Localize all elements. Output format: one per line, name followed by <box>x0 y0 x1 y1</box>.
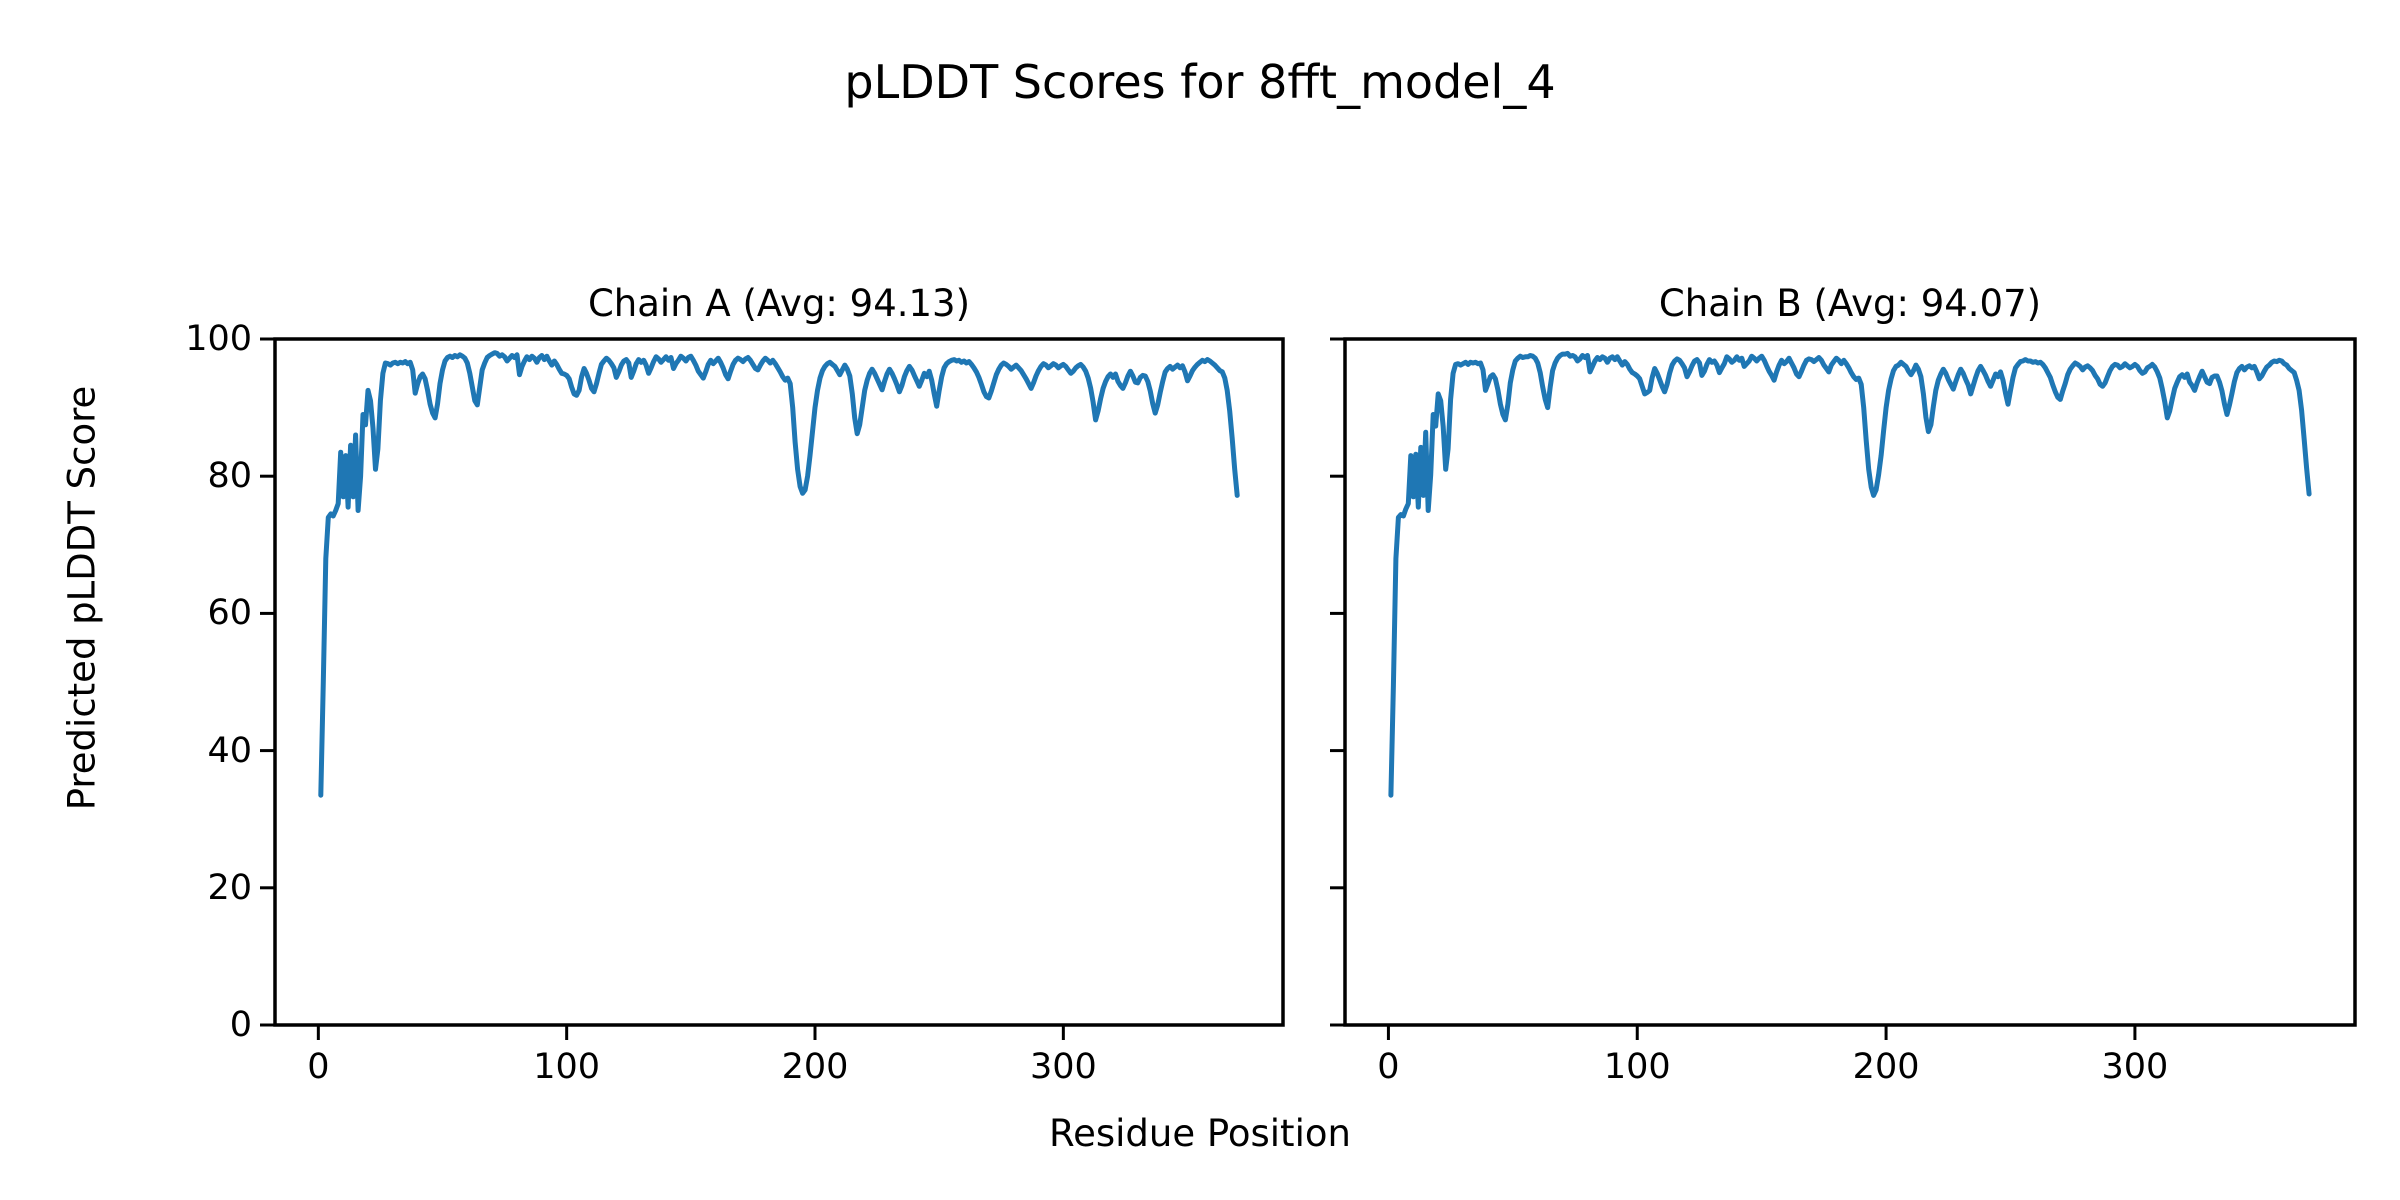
y-tick-label: 60 <box>207 593 252 634</box>
subplot-title-chain-a: Chain A (Avg: 94.13) <box>587 282 971 325</box>
plddt-line-chain-B <box>1388 350 2312 798</box>
x-tick-label: 0 <box>307 1047 330 1087</box>
subplot-title-chain-b: Chain B (Avg: 94.07) <box>1658 282 2042 325</box>
plddt-line-chain-A <box>318 350 1240 798</box>
x-tick-label: 200 <box>781 1047 849 1087</box>
figure-title: pLDDT Scores for 8fft_model_4 <box>844 55 1556 109</box>
x-tick-label: 100 <box>1603 1047 1671 1087</box>
plot-area-chain-A <box>260 337 1285 1040</box>
subplot-chain-a: Chain A (Avg: 94.13) 0 100 200 300 0 20 40 60 80… <box>185 282 1285 1087</box>
axes-spines <box>273 337 1285 1027</box>
axes-spines <box>1343 337 2357 1027</box>
x-tick-label: 300 <box>2101 1047 2169 1087</box>
x-axis-label: Residue Position <box>1049 1112 1351 1155</box>
x-tick-label: 300 <box>1029 1047 1097 1087</box>
y-axis-label: Predicted pLDDT Score <box>60 385 104 811</box>
y-tick-label: 100 <box>185 319 252 359</box>
x-tick-label: 0 <box>1377 1047 1400 1087</box>
subplot-chain-b: Chain B (Avg: 94.07) 0 100 200 300 <box>1330 282 2357 1087</box>
y-tick-label: 20 <box>207 867 252 908</box>
x-tick-label: 200 <box>1852 1047 1920 1087</box>
x-tick-label: 100 <box>533 1047 601 1087</box>
y-tick-label: 0 <box>229 1005 252 1045</box>
y-tick-label: 80 <box>207 456 252 497</box>
plot-area-chain-B <box>1330 337 2357 1040</box>
y-tick-label: 40 <box>207 730 252 771</box>
